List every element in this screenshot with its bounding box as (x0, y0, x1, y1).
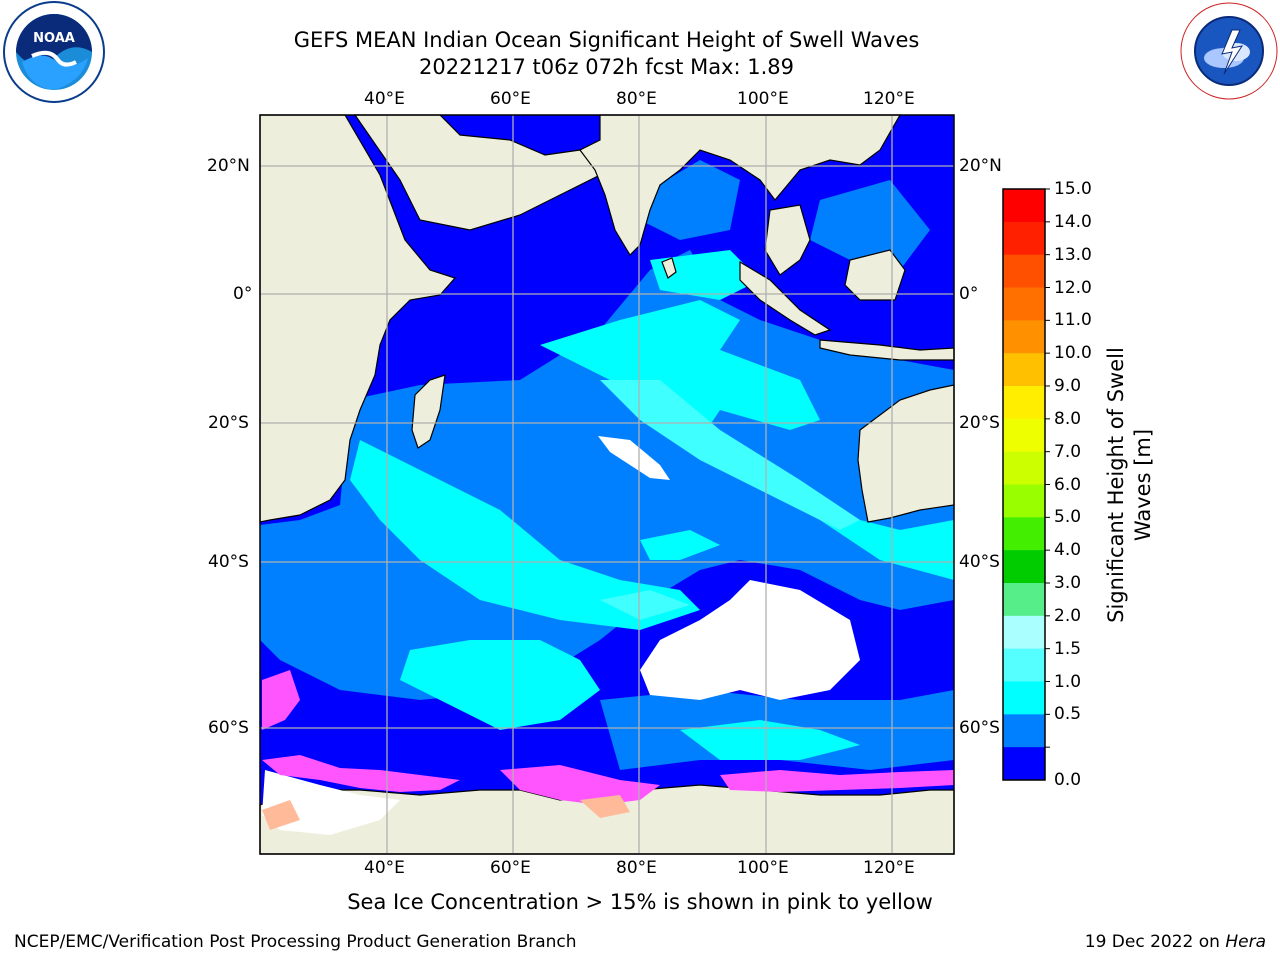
colorbar-swatch (1003, 189, 1045, 223)
nws-logo-icon (1180, 2, 1278, 100)
lon-label-top: 120°E (863, 89, 915, 109)
colorbar (1002, 188, 1050, 781)
colorbar-tick-label: 0.5 (1054, 704, 1082, 725)
colorbar-swatch (1003, 615, 1045, 650)
colorbar-swatch (1003, 648, 1045, 682)
chart-title: GEFS MEAN Indian Ocean Significant Heigh… (293, 28, 920, 52)
swell-band-1-0 (640, 530, 720, 560)
lon-label-top: 100°E (737, 89, 789, 109)
lat-label-left: 60°S (208, 718, 249, 738)
lon-label-bottom: 80°E (616, 858, 657, 878)
colorbar-tick-label: 15.0 (1054, 179, 1092, 199)
colorbar-tick-label: 12.0 (1054, 277, 1092, 298)
swell-band-1-0 (350, 440, 700, 630)
colorbar-tick-label: 1.5 (1054, 638, 1082, 659)
swell-band-1-0 (400, 640, 600, 730)
colorbar-tick-label: 4.0 (1054, 540, 1082, 561)
colorbar-tick-label: 6.0 (1054, 474, 1082, 495)
colorbar-swatch (1003, 747, 1045, 781)
lat-label-right: 20°N (959, 156, 1002, 176)
swell-band-0-5 (260, 250, 954, 700)
run-date-text: 19 Dec 2022 on (1084, 932, 1226, 952)
colorbar-tick-label: 9.0 (1054, 376, 1082, 396)
sea-ice (262, 436, 954, 835)
noaa-logo-icon: NOAA (3, 1, 105, 103)
colorbar-tick-label: 14.0 (1054, 211, 1092, 232)
chart-subtitle: 20221217 t06z 072h fcst Max: 1.89 (419, 55, 794, 79)
swell-band-1-5 (600, 380, 860, 530)
colorbar-tick-label: 8.0 (1054, 408, 1082, 429)
colorbar-tick-label: 3.0 (1054, 573, 1082, 593)
lon-label-top: 60°E (490, 89, 531, 109)
colorbar-tick-label: 5.0 (1054, 507, 1082, 528)
colorbar-swatch (1003, 418, 1045, 453)
lat-label-left: 0° (233, 284, 253, 304)
lat-label-right: 20°S (959, 413, 1000, 433)
colorbar-swatch (1003, 254, 1045, 288)
lat-label-right: 0° (959, 284, 979, 304)
colorbar-swatch (1003, 714, 1045, 748)
lon-label-bottom: 60°E (490, 858, 531, 878)
swell-band-1-5 (600, 590, 690, 620)
swell-band-1-0 (540, 300, 954, 580)
colorbar-tick-label: 0.0 (1054, 770, 1082, 790)
colorbar-tick-label: 10.0 (1054, 343, 1092, 364)
lon-label-top: 40°E (364, 89, 405, 109)
colorbar-swatch (1003, 484, 1045, 518)
colorbar-swatch (1003, 221, 1045, 256)
colorbar-tick-label: 1.0 (1054, 671, 1082, 692)
map-frame (259, 114, 955, 855)
lat-label-left: 20°N (207, 156, 250, 176)
swell-band-1-0 (650, 250, 760, 300)
colorbar-swatch (1003, 517, 1045, 551)
colorbar-swatch (1003, 451, 1045, 485)
run-machine: Hera (1225, 932, 1266, 952)
swell-band-1-0 (680, 720, 860, 760)
graticule (260, 115, 954, 854)
svg-text:NOAA: NOAA (33, 31, 75, 46)
colorbar-swatch (1003, 386, 1045, 420)
lat-label-left: 40°S (208, 552, 249, 572)
colorbar-tick-label: 11.0 (1054, 310, 1092, 331)
lon-label-top: 80°E (616, 89, 657, 109)
lon-label-bottom: 100°E (737, 858, 789, 878)
sea-ice-note: Sea Ice Concentration > 15% is shown in … (347, 890, 933, 914)
branch-credit: NCEP/EMC/Verification Post Processing Pr… (14, 932, 577, 952)
lon-label-bottom: 40°E (364, 858, 405, 878)
lat-label-left: 20°S (208, 413, 249, 433)
colorbar-swatch (1003, 320, 1045, 354)
colorbar-title: Significant Height of Swell Waves [m] (1104, 347, 1155, 623)
lat-label-right: 40°S (959, 552, 1000, 572)
colorbar-swatch (1003, 583, 1045, 617)
colorbar-tick-label: 7.0 (1054, 441, 1082, 462)
swell-band-0-5 (810, 180, 930, 270)
colorbar-swatch (1003, 681, 1045, 715)
swell-band-0-5 (640, 160, 740, 240)
colorbar-swatch (1003, 287, 1045, 321)
land (259, 114, 955, 855)
colorbar-swatch (1003, 353, 1045, 387)
colorbar-tick-label: 13.0 (1054, 244, 1092, 265)
lat-label-right: 60°S (959, 718, 1000, 738)
lon-label-bottom: 120°E (863, 858, 915, 878)
colorbar-swatch (1003, 550, 1045, 584)
colorbar-tick-label: 2.0 (1054, 605, 1082, 626)
run-date: 19 Dec 2022 on Hera (1085, 932, 1266, 952)
